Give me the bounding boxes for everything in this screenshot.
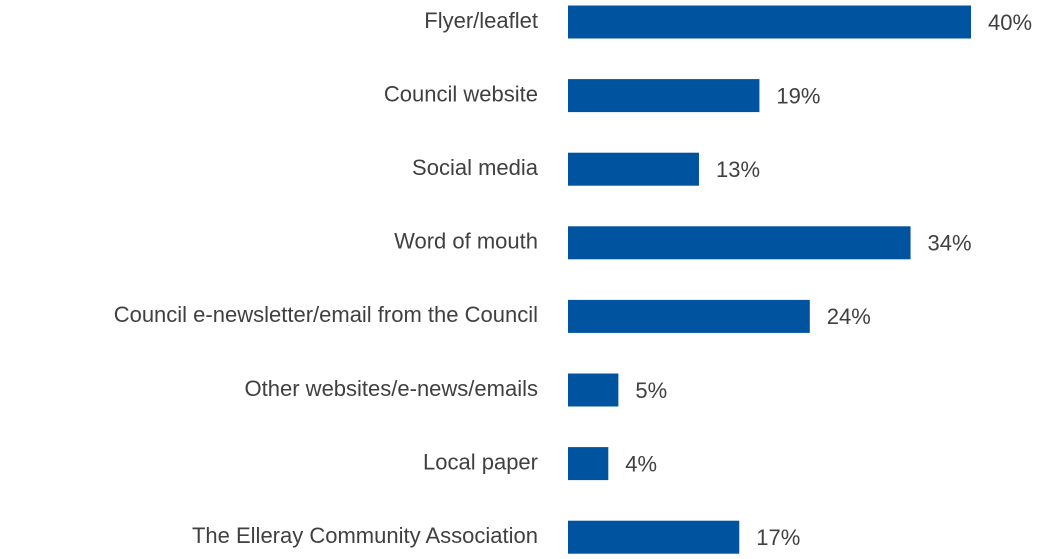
category-label: Council e-newsletter/email from the Coun… xyxy=(114,302,538,327)
category-label: Social media xyxy=(412,155,539,180)
value-label: 4% xyxy=(625,451,657,476)
bar xyxy=(568,152,699,186)
category-label: Other websites/e-news/emails xyxy=(245,376,538,401)
value-label: 40% xyxy=(988,10,1032,35)
value-label: 5% xyxy=(635,378,667,403)
category-label: The Elleray Community Association xyxy=(192,523,538,548)
value-label: 17% xyxy=(756,525,800,550)
value-label: 34% xyxy=(928,231,972,256)
bar xyxy=(568,520,740,554)
value-label: 13% xyxy=(716,157,760,182)
bar xyxy=(568,226,911,260)
value-label: 19% xyxy=(776,83,820,108)
bar xyxy=(568,79,760,113)
bar xyxy=(568,299,810,333)
bar xyxy=(568,373,619,407)
value-label: 24% xyxy=(827,304,871,329)
category-label: Flyer/leaflet xyxy=(424,8,538,33)
bar xyxy=(568,447,609,481)
category-label: Local paper xyxy=(423,449,538,474)
category-label: Word of mouth xyxy=(394,229,538,254)
bar xyxy=(568,5,971,39)
category-label: Council website xyxy=(384,81,538,106)
